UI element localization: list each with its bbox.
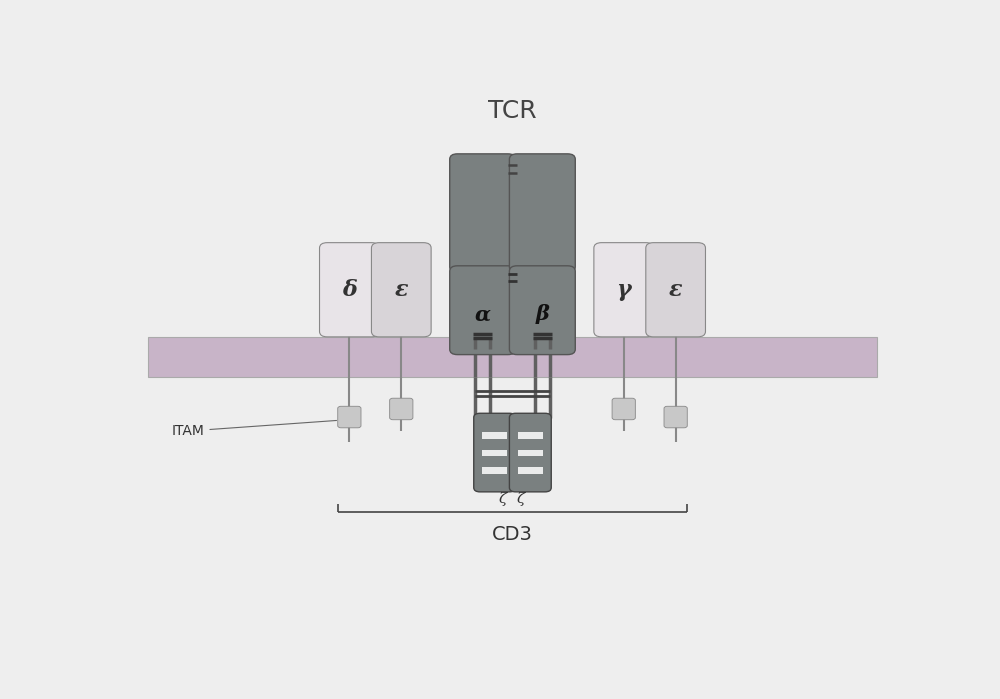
FancyBboxPatch shape — [509, 413, 551, 492]
Text: ε: ε — [669, 279, 682, 301]
Bar — [482, 468, 507, 474]
Text: ITAM: ITAM — [172, 421, 337, 438]
FancyBboxPatch shape — [450, 266, 516, 354]
Text: CD3: CD3 — [492, 525, 533, 545]
FancyBboxPatch shape — [509, 266, 575, 354]
Text: β: β — [535, 304, 549, 324]
Bar — [518, 450, 543, 456]
Text: TCR: TCR — [488, 99, 537, 123]
FancyBboxPatch shape — [390, 398, 413, 419]
FancyBboxPatch shape — [664, 406, 687, 428]
FancyBboxPatch shape — [371, 243, 431, 337]
Text: δ: δ — [342, 279, 357, 301]
FancyBboxPatch shape — [612, 398, 635, 419]
FancyBboxPatch shape — [594, 243, 654, 337]
Bar — [148, 337, 877, 377]
Bar — [482, 450, 507, 456]
Text: ζ  ζ: ζ ζ — [499, 492, 526, 506]
Bar — [518, 468, 543, 474]
Bar — [518, 433, 543, 439]
FancyBboxPatch shape — [509, 154, 575, 272]
Text: ε: ε — [395, 279, 408, 301]
FancyBboxPatch shape — [320, 243, 379, 337]
Text: γ: γ — [616, 279, 631, 301]
FancyBboxPatch shape — [474, 413, 516, 492]
Text: α: α — [475, 304, 491, 324]
FancyBboxPatch shape — [338, 406, 361, 428]
FancyBboxPatch shape — [646, 243, 705, 337]
Bar — [482, 433, 507, 439]
FancyBboxPatch shape — [450, 154, 516, 272]
